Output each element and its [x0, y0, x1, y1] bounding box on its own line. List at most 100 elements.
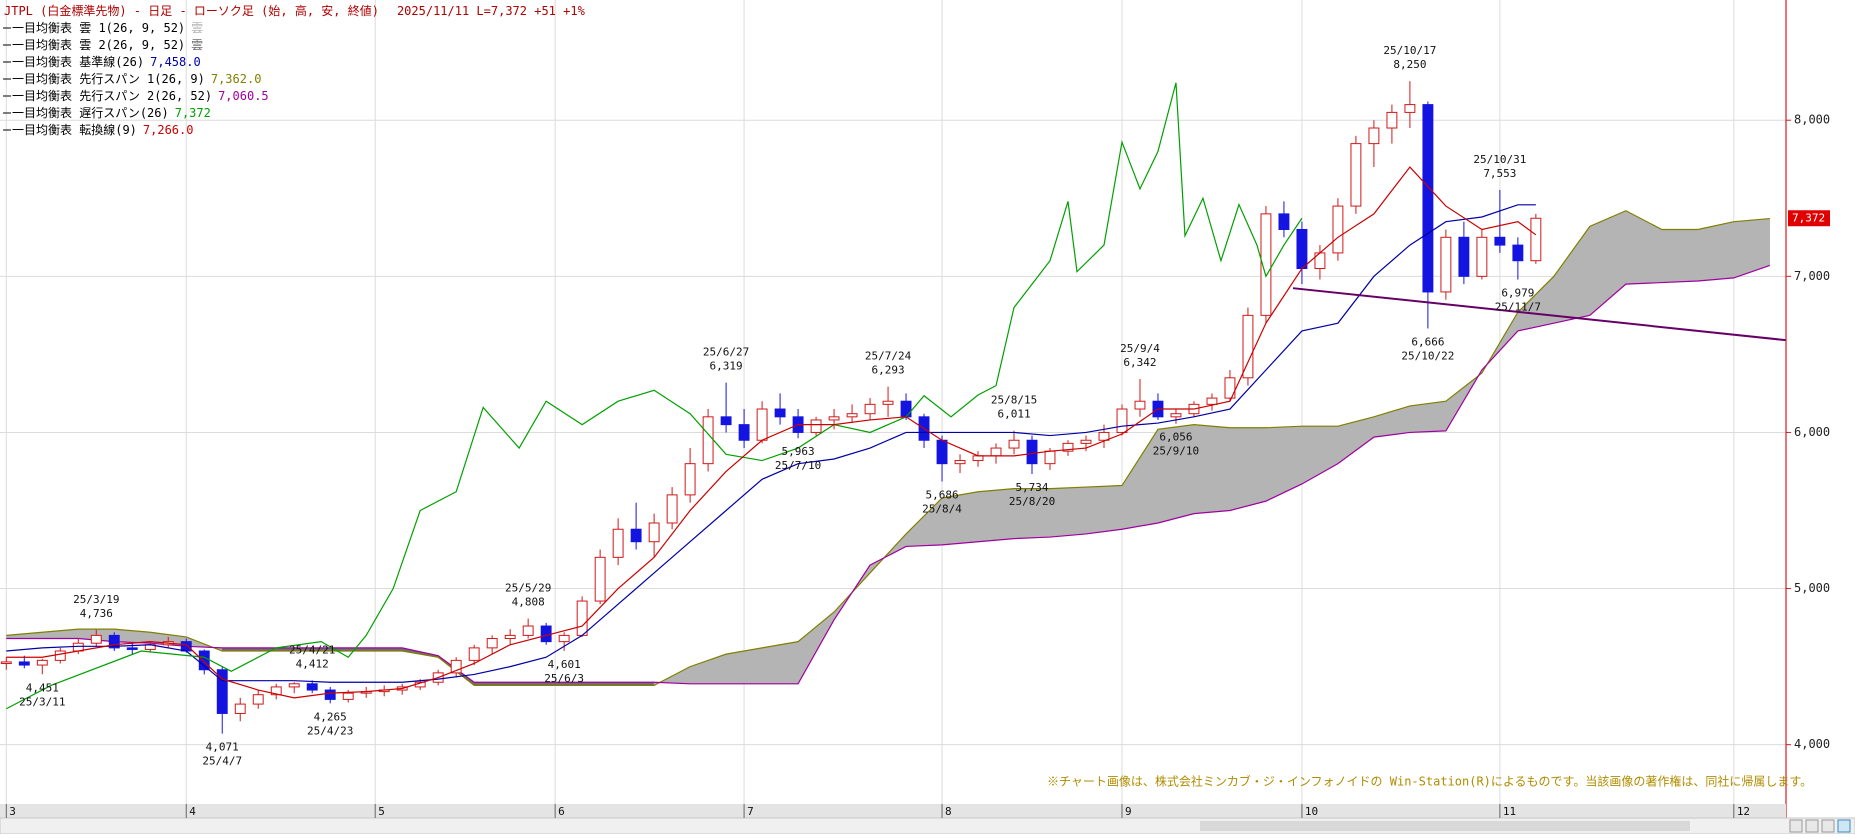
grid — [0, 0, 1786, 804]
candle-body — [1350, 143, 1362, 207]
legend-name: 一目均衡表 基準線(26) — [12, 54, 144, 69]
candle-body — [846, 413, 858, 418]
zoom-button[interactable] — [1805, 819, 1819, 833]
candle-body — [612, 528, 624, 558]
annotation-value: 6,666 — [1411, 335, 1444, 348]
cloud-segment — [1193, 424, 1231, 514]
x-axis-band — [0, 804, 1786, 818]
x-tick-label: 3 — [9, 805, 16, 818]
candle-body — [126, 647, 138, 650]
plot-area — [0, 81, 1786, 734]
legend-value: 雲 — [191, 21, 203, 35]
annotation-date: 25/10/22 — [1401, 349, 1454, 362]
candle-body — [198, 650, 210, 671]
candle-body — [1404, 104, 1416, 113]
candle-body — [1062, 442, 1074, 452]
annotation-value: 6,293 — [871, 364, 904, 377]
x-tick-label: 12 — [1737, 805, 1750, 818]
candle-body — [1458, 236, 1470, 277]
legend-value: 7,458.0 — [150, 55, 201, 69]
candle-body — [756, 408, 768, 441]
indicator-line — [6, 204, 1536, 683]
quote: 2025/11/11 L=7,372 +51 +1% — [397, 4, 586, 18]
legend-entry: 一目均衡表 転換線(9) 7,266.0 — [12, 122, 193, 137]
x-tick-label: 6 — [558, 805, 565, 818]
annotation-value: 6,056 — [1159, 431, 1192, 444]
indicator-line — [6, 82, 1303, 710]
candle-body — [1044, 450, 1056, 465]
candle-body — [90, 634, 102, 644]
legend-value: 7,060.5 — [218, 89, 269, 103]
candle-body — [720, 416, 732, 426]
span-a-line — [6, 210, 1770, 686]
candle-body — [1260, 213, 1272, 316]
legend-entry: 一目均衡表 先行スパン 1(26, 9) 7,362.0 — [12, 72, 261, 86]
cloud-segment — [1085, 485, 1123, 535]
candle-body — [540, 625, 552, 643]
annotation-date: 25/8/15 — [991, 394, 1037, 407]
chart-title: JTPL (白金標準先物) - 日足 - ローソク足 (始, 高, 安, 終値)… — [4, 3, 586, 18]
annotation-date: 25/11/7 — [1495, 301, 1541, 314]
candle-body — [1116, 408, 1128, 433]
candle-body — [666, 494, 678, 524]
y-tick-label: 8,000 — [1794, 113, 1830, 127]
annotation-value: 4,601 — [548, 658, 581, 671]
candle-body — [882, 400, 894, 405]
zoom-button[interactable] — [1837, 819, 1851, 833]
annotation-value: 5,963 — [782, 445, 815, 458]
candle-body — [1440, 236, 1452, 293]
candle-body — [36, 659, 48, 666]
candle-body — [594, 556, 606, 602]
candle-body — [234, 703, 246, 714]
x-tick-label: 4 — [189, 805, 196, 818]
candle-body — [1422, 104, 1434, 293]
y-tick-label: 5,000 — [1794, 581, 1830, 595]
annotation-value: 4,071 — [206, 741, 239, 754]
legend-name: 一目均衡表 雲 1(26, 9, 52) — [12, 21, 185, 35]
legend-entry: 一目均衡表 遅行スパン(26) 7,372 — [12, 106, 211, 120]
candle-body — [1476, 236, 1488, 277]
x-tick-label: 11 — [1503, 805, 1516, 818]
annotation-value: 5,734 — [1015, 481, 1048, 494]
annotation-value: 4,736 — [80, 607, 113, 620]
annotation-date: 25/4/7 — [202, 755, 242, 768]
candle-body — [1296, 228, 1308, 270]
candle-body — [54, 650, 66, 661]
candle-body — [810, 419, 822, 433]
candle-body — [684, 463, 696, 496]
legend-value: 雲 — [191, 38, 203, 52]
indicator-line — [6, 166, 1537, 699]
annotation-value: 4,451 — [26, 681, 59, 694]
candle-body — [1332, 205, 1344, 254]
candle-body — [1368, 127, 1380, 145]
annotation-value: 8,250 — [1393, 58, 1426, 71]
annotation-value: 5,686 — [925, 488, 958, 501]
zoom-button[interactable] — [1789, 819, 1803, 833]
candle-body — [1206, 397, 1218, 405]
x-tick-label: 8 — [945, 805, 952, 818]
x-tick-label: 9 — [1125, 805, 1132, 818]
candle-body — [270, 686, 282, 696]
annotation-date: 25/6/27 — [703, 346, 749, 359]
scrollbar-thumb[interactable] — [1200, 821, 1690, 831]
cloud-segment — [1697, 221, 1735, 282]
annotation-date: 25/9/4 — [1120, 342, 1160, 355]
candle-body — [954, 460, 966, 465]
candle-body — [864, 403, 876, 415]
axes: 4,000 5,000 6,000 7,000 8,000 3 4 5 6 7 8 9 10 11 12 7,… — [5, 113, 1830, 818]
candle-body — [702, 416, 714, 465]
annotation-value: 4,412 — [296, 657, 329, 670]
x-tick-label: 5 — [378, 805, 385, 818]
candle-body — [1242, 314, 1254, 379]
legend-name: 一目均衡表 先行スパン 1(26, 9) — [12, 72, 205, 86]
zoom-button[interactable] — [1821, 819, 1835, 833]
candle-body — [324, 689, 336, 700]
candle-body — [990, 447, 1002, 457]
candle-body — [1170, 413, 1182, 418]
candle-body — [1098, 431, 1110, 441]
candle-body — [738, 424, 750, 441]
candle-body — [648, 522, 660, 543]
y-tick-label: 6,000 — [1794, 425, 1830, 439]
